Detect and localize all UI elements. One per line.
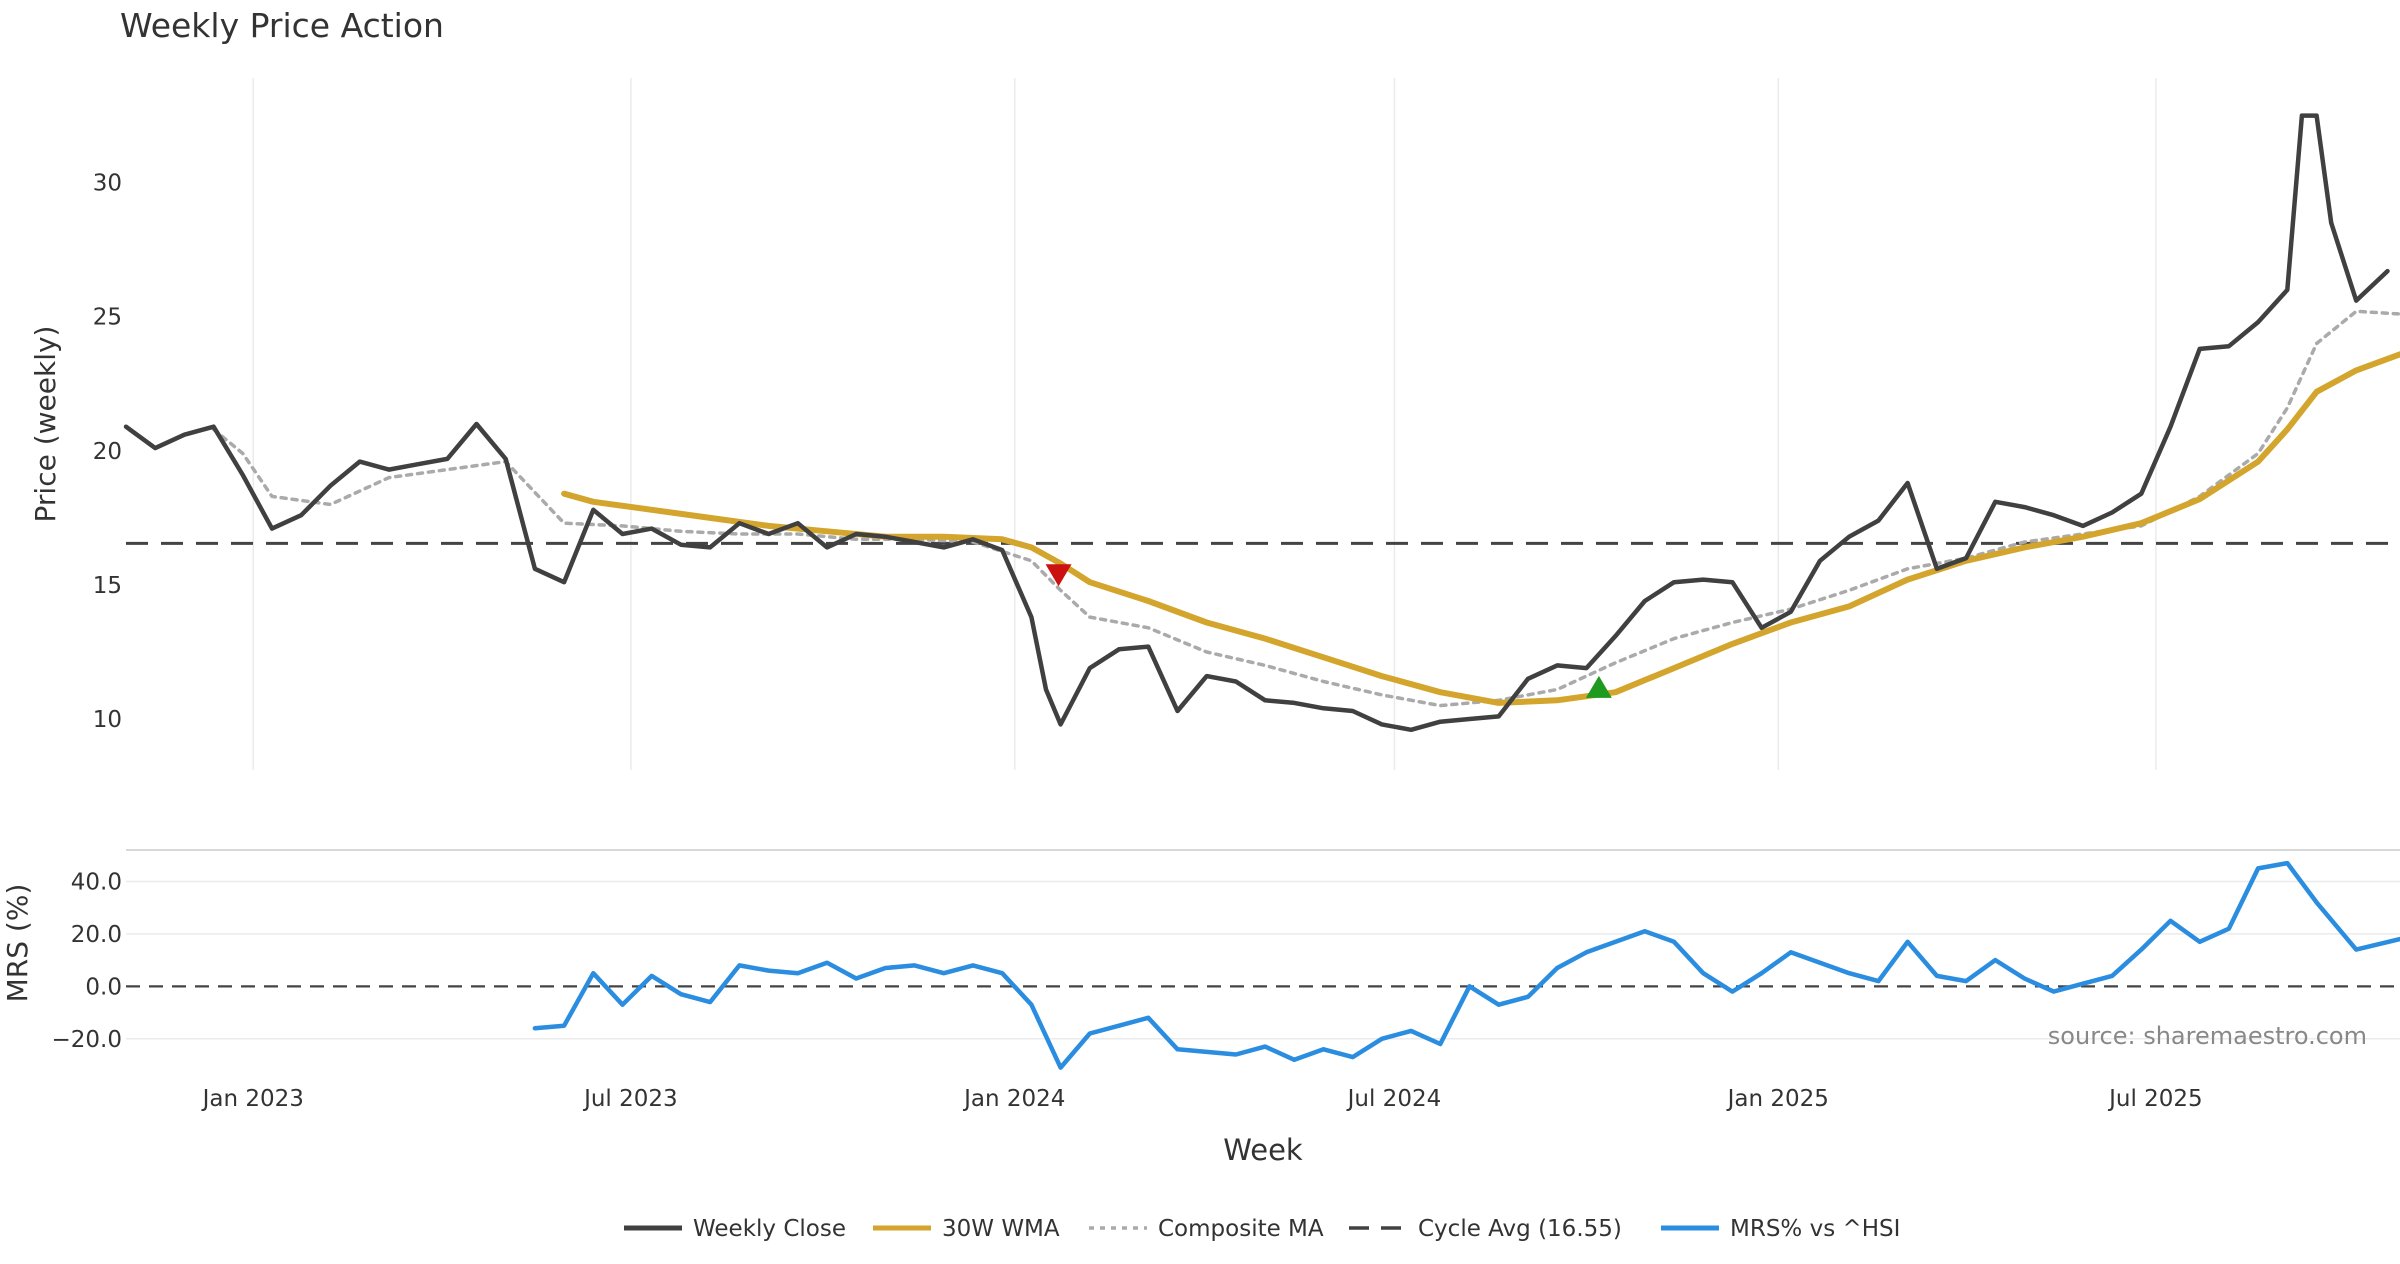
price-y-tick-label: 25 <box>93 305 122 331</box>
x-tick-label: Jan 2024 <box>962 1086 1065 1112</box>
x-tick-label: Jan 2023 <box>201 1086 304 1112</box>
legend-label: Cycle Avg (16.55) <box>1418 1216 1622 1242</box>
price-y-tick-label: 20 <box>93 439 122 465</box>
mrs-y-axis-label: MRS (%) <box>1 884 34 1003</box>
mrs-y-tick-label: −20.0 <box>52 1027 122 1053</box>
x-axis-label: Week <box>1223 1133 1303 1167</box>
buy-signal-marker <box>1585 675 1612 698</box>
series-line-composite-ma <box>211 309 2400 708</box>
price-y-tick-label: 30 <box>93 171 122 197</box>
price-y-tick-label: 10 <box>93 707 122 733</box>
legend-label: MRS% vs ^HSI <box>1730 1216 1900 1242</box>
x-tick-label: Jul 2025 <box>2107 1086 2203 1112</box>
legend-label: Weekly Close <box>693 1216 846 1242</box>
price-y-axis-label: Price (weekly) <box>29 326 62 523</box>
chart-title: Weekly Price Action <box>120 6 444 45</box>
price-y-tick-label: 15 <box>93 573 122 599</box>
mrs-y-tick-label: 0.0 <box>85 974 122 1000</box>
x-tick-label: Jan 2025 <box>1726 1086 1829 1112</box>
series-line-weekly-close <box>123 113 2390 733</box>
series-line-mrs-vs-hsi <box>532 860 2400 1070</box>
sell-signal-marker <box>1045 564 1072 587</box>
series-line-30w-wma <box>561 351 2400 706</box>
mrs-y-tick-label: 40.0 <box>71 869 122 895</box>
legend-label: Composite MA <box>1158 1216 1324 1242</box>
source-label: source: sharemaestro.com <box>2048 1022 2367 1050</box>
legend-label: 30W WMA <box>942 1216 1060 1242</box>
x-tick-label: Jul 2024 <box>1346 1086 1442 1112</box>
mrs-y-tick-label: 20.0 <box>71 922 122 948</box>
x-tick-label: Jul 2023 <box>582 1086 678 1112</box>
